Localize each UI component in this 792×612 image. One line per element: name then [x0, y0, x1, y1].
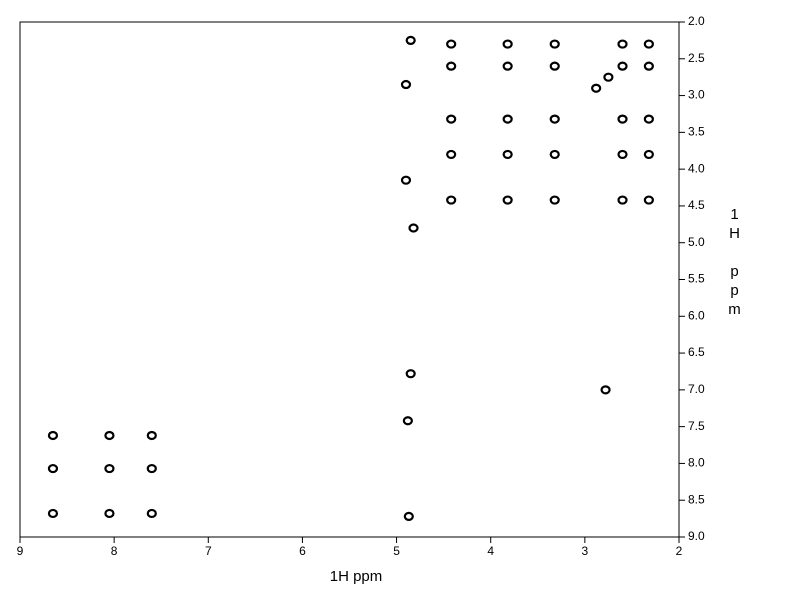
peak [502, 149, 513, 160]
peak [446, 114, 457, 124]
y-axis-label: 1H ppm [726, 206, 743, 320]
y-tick-label: 4.0 [688, 161, 705, 175]
peak [502, 61, 513, 71]
peak [549, 61, 560, 71]
peak [643, 114, 654, 124]
y-tick-label: 6.5 [688, 345, 705, 359]
peak [146, 463, 157, 474]
x-tick-label: 5 [393, 544, 400, 558]
y-tick-label: 8.5 [688, 492, 705, 506]
x-tick-label: 2 [676, 544, 683, 558]
x-tick-label: 7 [205, 544, 212, 558]
x-tick-label: 8 [111, 544, 118, 558]
y-tick-label: 2.0 [688, 14, 705, 28]
peak [400, 175, 412, 185]
peak [549, 195, 560, 205]
peak [617, 39, 628, 49]
y-tick-label: 3.5 [688, 125, 705, 139]
x-tick-label: 9 [17, 544, 24, 558]
peak [617, 114, 628, 124]
y-tick-label: 4.5 [688, 198, 705, 212]
peak [446, 149, 457, 160]
y-tick-label: 6.0 [688, 308, 705, 322]
peak [643, 39, 654, 49]
x-tick-label: 6 [299, 544, 306, 558]
peak [549, 39, 560, 49]
peak [405, 35, 416, 45]
x-tick-label: 4 [487, 544, 494, 558]
peak [446, 39, 457, 49]
peak [446, 61, 457, 71]
y-tick-label: 7.0 [688, 382, 705, 396]
peak [47, 430, 59, 441]
peak [617, 195, 628, 205]
plot-frame [19, 21, 680, 538]
y-tick-label: 8.0 [688, 456, 705, 470]
peak [617, 149, 628, 160]
peak [549, 149, 560, 160]
peak [502, 195, 513, 205]
peak [146, 508, 157, 519]
peak [146, 430, 157, 441]
y-tick-label: 3.0 [688, 88, 705, 102]
peak [591, 83, 602, 93]
y-tick-label: 7.5 [688, 419, 705, 433]
x-axis-label: 1H ppm [330, 568, 383, 585]
peak [400, 79, 412, 90]
peak [643, 61, 654, 71]
peak [643, 149, 654, 160]
y-tick-label: 5.5 [688, 272, 705, 286]
peak [617, 61, 628, 71]
peak [408, 223, 419, 233]
peak [47, 508, 59, 519]
peak [502, 114, 513, 124]
peak [643, 195, 654, 205]
peak [47, 463, 59, 474]
peak [104, 463, 115, 474]
y-tick-label: 5.0 [688, 235, 705, 249]
peak [104, 508, 115, 519]
peak [104, 430, 115, 441]
peak [502, 39, 513, 49]
peak [402, 416, 413, 426]
peak [549, 114, 560, 124]
peak [603, 72, 614, 82]
y-tick-label: 2.5 [688, 51, 705, 65]
y-tick-label: 9.0 [688, 529, 705, 543]
peak [403, 511, 414, 522]
peak [446, 195, 457, 205]
peak [600, 385, 611, 395]
x-tick-label: 3 [582, 544, 589, 558]
peak [405, 369, 416, 379]
